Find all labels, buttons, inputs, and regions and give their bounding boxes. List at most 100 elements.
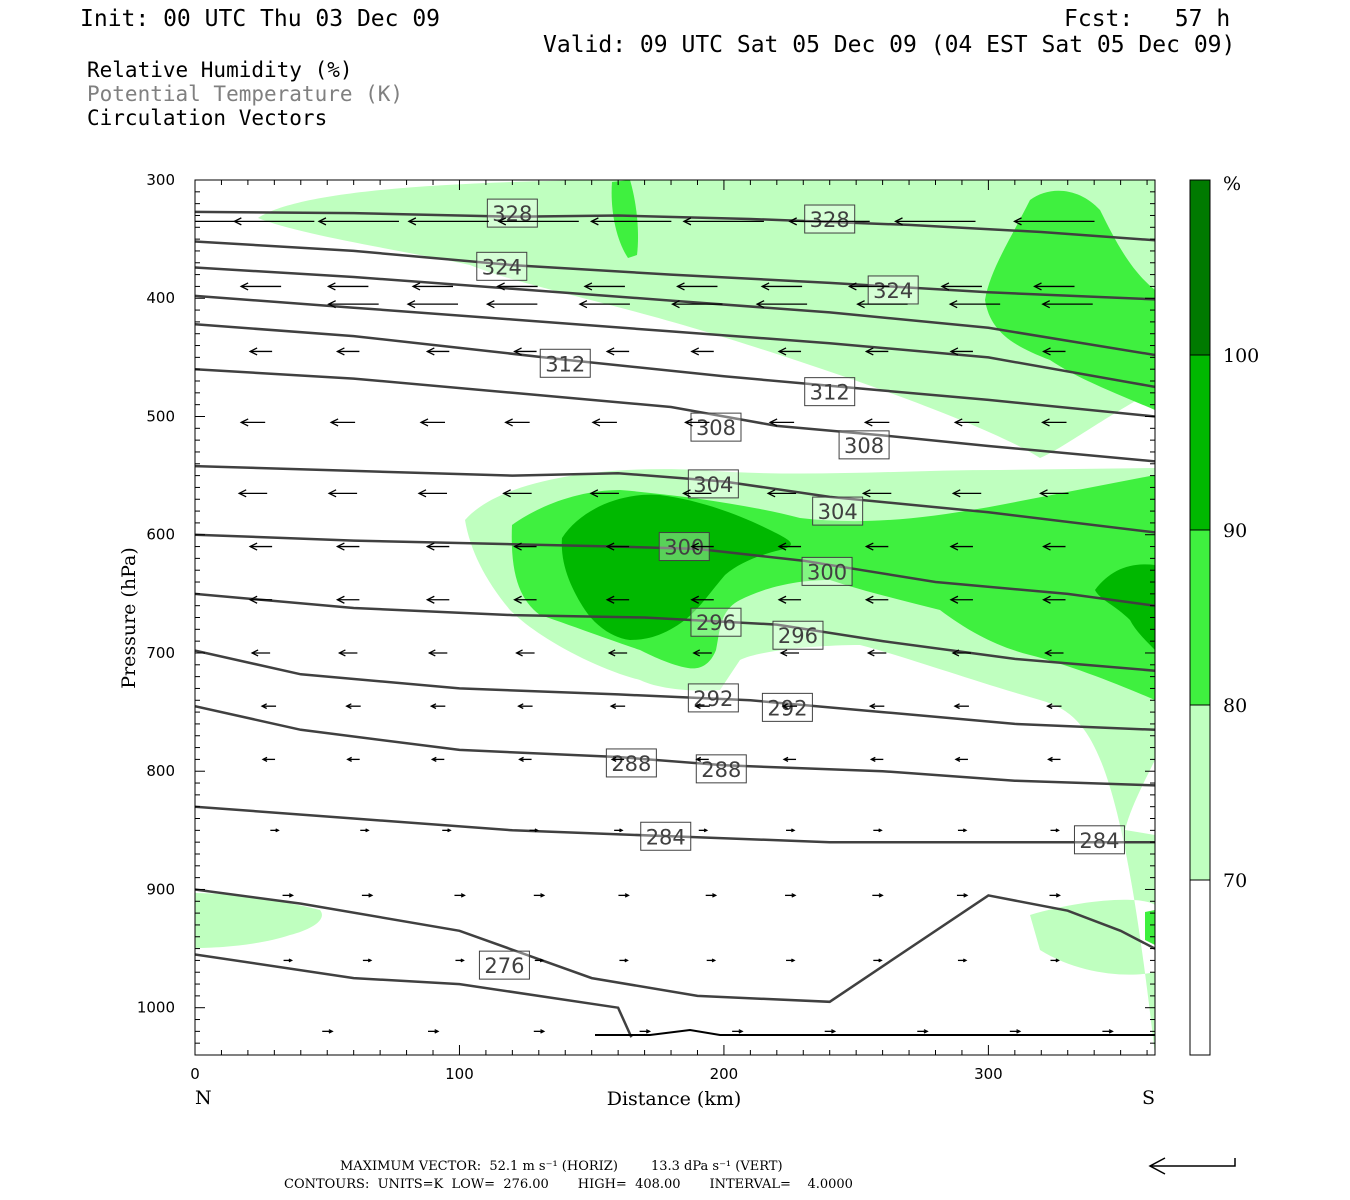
colorbar: % 100 90 80 70 [1189,173,1259,1056]
vector-head [496,282,505,291]
theta-contour-308 [195,367,1155,463]
colorbar-label-100: 100 [1223,345,1259,367]
vector-head [963,893,969,898]
max-vector-text: MAXIMUM VECTOR: 52.1 m s⁻¹ (HORIZ) 13.3 … [340,1159,783,1174]
vector-head [260,703,268,710]
y-tick-label-900: 900 [146,880,175,898]
vector-head [868,703,876,710]
vector-head [317,217,327,226]
vector-head [540,893,546,898]
forecast-hour: Fcst: 57 h [1064,6,1231,32]
theta-label-300: 300 [807,560,847,584]
vector-head [690,542,700,551]
vector-head [878,958,883,963]
vector-head [682,489,691,498]
theta-label-box-324 [476,251,528,281]
vector-head [738,1029,744,1034]
vector-head [329,418,339,427]
vector-head [869,756,876,762]
theta-label-296: 296 [778,624,818,648]
vector-head [540,1029,546,1034]
theta-contour-324 [195,240,1155,301]
vector-head [864,542,874,551]
theta-label-box-276 [478,950,530,980]
vector-head [335,595,345,604]
x-axis-label: Distance (km) [607,1088,742,1110]
vector-head [962,958,968,963]
vector-head [831,1029,837,1034]
x-tick-label-0: 0 [190,1065,200,1083]
vector-head [417,489,427,498]
theta-contour-280 [195,888,1155,1004]
vector-head [894,217,903,226]
theta-label-box-292 [761,692,813,722]
colorbar-below [1189,879,1211,1056]
theta-label-box-288 [605,748,657,778]
vector-head [878,828,883,833]
x-end-label-north: N [195,1087,212,1109]
vector-head [682,217,692,226]
theta-label-box-312 [539,348,591,378]
field-theta: Potential Temperature (K) [87,82,404,106]
theta-contour-320 [195,266,1155,357]
vector-head [949,347,959,356]
vector-head [791,893,797,898]
theta-label-328: 328 [492,202,532,226]
vector-head [248,595,258,604]
vector-head [346,756,352,762]
vector-head [1042,542,1051,551]
y-tick-label-1000: 1000 [137,999,175,1017]
vector-head [768,418,778,427]
field-vectors: Circulation Vectors [87,106,328,130]
vector-head [288,958,294,963]
vector-head [1047,756,1053,762]
vector-head [645,1029,652,1034]
theta-label-box-328 [486,198,538,228]
vector-head [368,893,374,898]
theta-contour-288 [195,704,1155,787]
vector-head [513,595,522,604]
x-tick-label-300: 300 [974,1065,1003,1083]
vector-head [782,756,789,762]
vector-head [513,347,522,356]
vector-head [605,347,615,356]
theta-label-box-308 [690,412,742,442]
vector-head [781,703,788,710]
theta-contour-276 [195,953,633,1038]
vector-head [940,282,950,291]
theta-label-296: 296 [696,611,736,635]
theta-label-312: 312 [810,381,850,405]
vector-head [856,300,865,309]
vector-head [232,217,242,226]
colorbar-90 [1189,354,1211,531]
vector-head [1042,347,1051,356]
vector-head [1044,649,1052,657]
vector-head [755,300,765,309]
rh-90-core [561,494,791,640]
vector-head [345,703,352,710]
vector-head [948,300,958,309]
vector-head [419,418,429,427]
vector-head [447,828,452,833]
vector-head [1041,418,1050,427]
vector-head [1041,300,1051,309]
vector-head [777,542,787,551]
colorbar-unit: % [1223,173,1241,195]
y-axis-label: Pressure (hPa) [118,547,140,689]
vector-head [624,958,629,963]
vector-head [690,347,700,356]
vector-head [607,649,616,657]
vector-head [250,649,259,657]
colorbar-label-70: 70 [1223,870,1247,892]
vector-head [534,828,539,833]
vector-head [515,649,523,657]
colorbar-label-80: 80 [1223,695,1247,717]
rh-80-upper-right [985,190,1155,410]
vector-head [861,489,871,498]
vector-head [239,282,249,291]
vector-head [427,649,436,657]
vector-head [953,703,960,710]
theta-label-box-312 [804,377,856,407]
vector-head [684,418,693,427]
theta-contour-296 [195,592,1155,672]
